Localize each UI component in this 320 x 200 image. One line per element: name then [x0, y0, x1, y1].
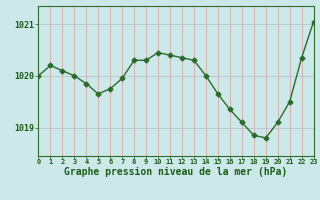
X-axis label: Graphe pression niveau de la mer (hPa): Graphe pression niveau de la mer (hPa) [64, 167, 288, 177]
